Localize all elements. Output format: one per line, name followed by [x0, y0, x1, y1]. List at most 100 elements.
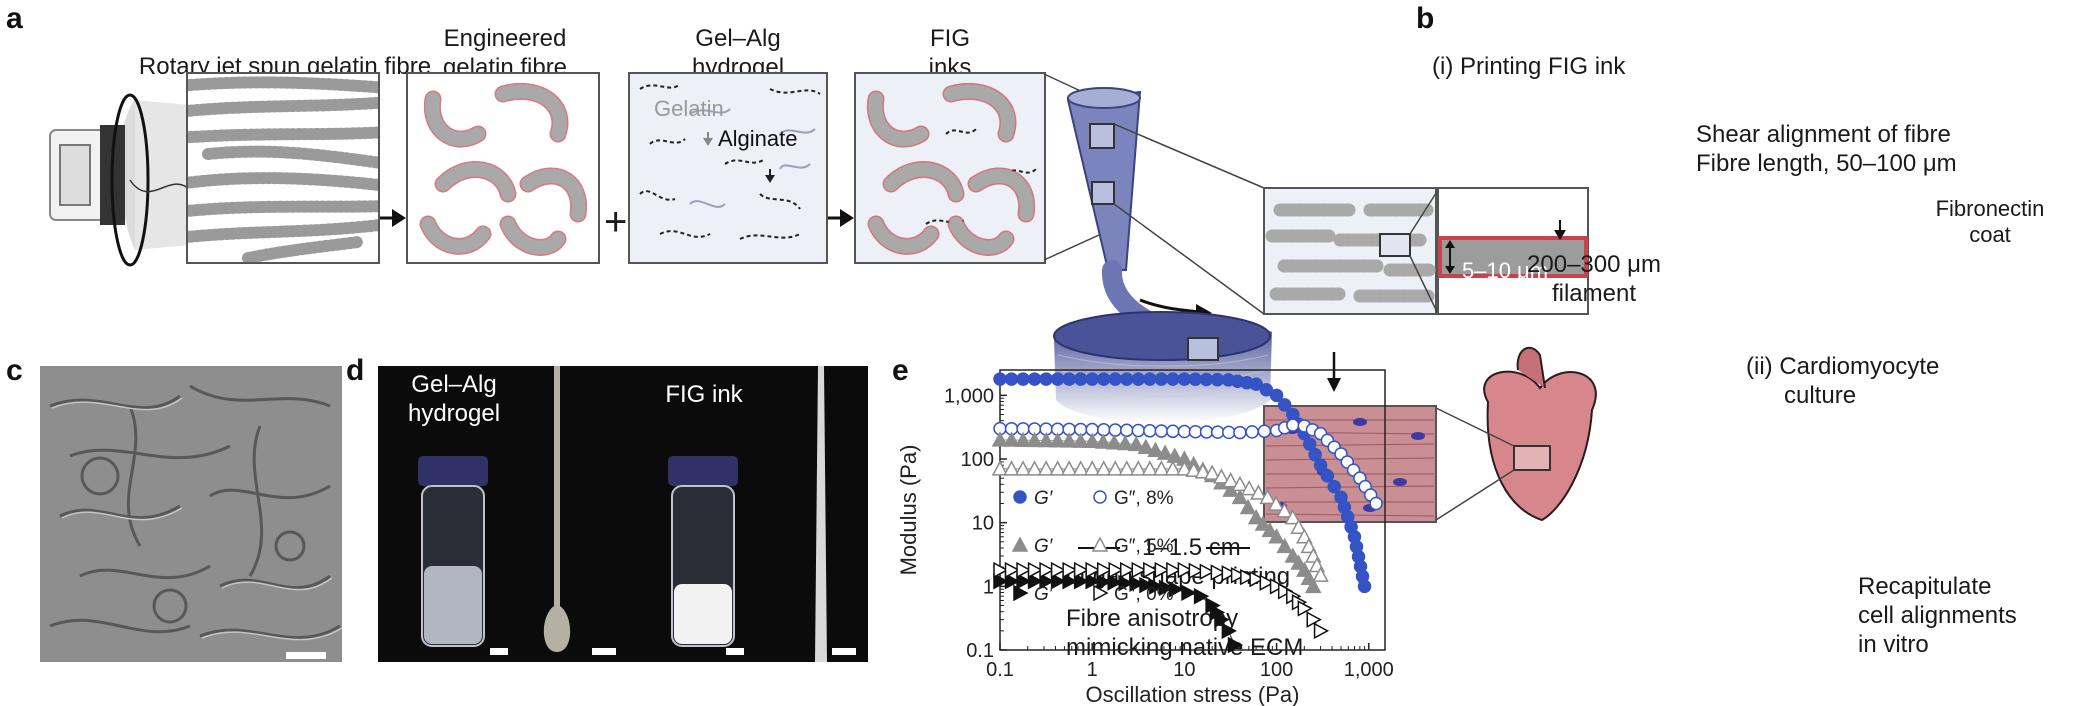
data-point	[1188, 424, 1203, 439]
data-point	[1027, 573, 1044, 590]
culture-line2: culture	[1784, 382, 1857, 409]
data-point	[1120, 561, 1136, 579]
data-point	[1320, 469, 1335, 483]
scale-bar	[726, 648, 744, 655]
gel-alg-line2: hydrogel	[407, 400, 501, 427]
data-point	[1027, 372, 1042, 386]
legend-marker	[1013, 584, 1029, 602]
recapitulate-label: Recapitulate cell alignments in vitro	[1858, 572, 2058, 659]
filament-label: 200–300 μm filament	[1504, 250, 1684, 308]
scale-bar	[286, 652, 326, 659]
fibronectin-line2: coat	[1969, 222, 2011, 247]
data-point	[1231, 475, 1249, 492]
x-tick-label: 1	[1087, 659, 1098, 681]
data-point	[1143, 424, 1157, 438]
legend-label: G″, 5%	[1114, 536, 1174, 557]
engineered-fibres-illustration	[419, 82, 588, 256]
data-point	[1116, 434, 1134, 451]
data-point	[1245, 425, 1259, 439]
data-point	[1095, 460, 1112, 476]
scale-bar	[490, 648, 508, 655]
data-point	[1108, 372, 1122, 386]
data-point	[1073, 561, 1090, 579]
data-point	[1026, 431, 1043, 448]
arrow-icon	[828, 209, 854, 227]
data-point	[1313, 458, 1328, 472]
filament-line1: 200–300 μm	[1527, 251, 1661, 278]
data-point	[1369, 496, 1383, 511]
x-tick-label: 1,000	[1344, 659, 1394, 681]
data-point	[1094, 433, 1112, 449]
data-point	[1027, 561, 1044, 579]
data-point	[1254, 515, 1272, 531]
data-point	[1249, 570, 1265, 588]
data-point	[1312, 566, 1329, 582]
data-point	[1259, 488, 1276, 505]
fibronectin-label: Fibronectin coat	[1926, 196, 2054, 248]
data-point	[1158, 579, 1175, 597]
data-point	[1302, 437, 1317, 451]
data-point	[1261, 521, 1279, 538]
data-point	[1230, 566, 1247, 584]
data-point	[1049, 460, 1066, 476]
engineered-fibre-box	[406, 72, 600, 264]
data-point	[1004, 561, 1021, 579]
data-point	[1210, 425, 1225, 439]
data-point	[1062, 573, 1078, 590]
data-point	[1062, 372, 1076, 386]
data-point	[1050, 561, 1067, 579]
data-point	[1166, 372, 1180, 386]
data-point	[1120, 423, 1134, 438]
data-point	[1143, 561, 1159, 579]
data-point	[1176, 460, 1193, 476]
shear-line1: Shear alignment of fibre	[1696, 121, 1951, 148]
data-point	[1259, 574, 1275, 591]
data-point	[1139, 576, 1155, 594]
data-point	[1004, 573, 1021, 590]
recap-line1: Recapitulate	[1858, 573, 1992, 600]
data-point	[1003, 431, 1020, 447]
scale-bar	[832, 648, 856, 655]
data-point	[1147, 441, 1164, 457]
data-point	[1177, 424, 1192, 439]
recap-line2: cell alignments	[1858, 602, 2017, 629]
data-point	[1259, 382, 1274, 397]
sem-image	[40, 366, 342, 662]
data-point	[1014, 460, 1032, 476]
data-point	[1014, 431, 1032, 447]
step4-title-line1: FIG	[930, 25, 970, 52]
x-tick-label: 0.1	[986, 659, 1014, 681]
data-point	[1060, 432, 1078, 448]
y-axis-label: Modulus (Pa)	[896, 445, 921, 576]
data-point	[1131, 372, 1146, 386]
data-point	[1277, 583, 1294, 600]
step2-title-line1: Engineered	[443, 25, 567, 52]
recap-line3: in vitro	[1858, 631, 1929, 658]
legend-marker	[1093, 490, 1107, 504]
data-point	[1297, 600, 1313, 617]
data-point	[1153, 460, 1170, 476]
data-point	[1240, 480, 1258, 496]
data-point	[1300, 537, 1318, 554]
data-point	[1120, 372, 1134, 386]
data-point	[1083, 460, 1101, 476]
data-point	[1168, 580, 1185, 598]
gelatin-label: Gelatin	[654, 96, 724, 121]
plot-frame	[999, 369, 1386, 651]
legend-label: G′	[1034, 488, 1054, 509]
data-point	[993, 372, 1007, 386]
y-tick-label: 10	[972, 513, 994, 535]
spun-fibre-box	[186, 72, 380, 264]
sem-fibres	[49, 384, 342, 641]
data-point	[1039, 561, 1055, 579]
data-point	[1003, 460, 1020, 476]
data-point	[1154, 424, 1169, 438]
data-point	[1096, 561, 1113, 579]
shear-line2: Fibre length, 50–100 μm	[1696, 150, 1957, 177]
data-point	[1276, 502, 1293, 518]
data-point	[1269, 388, 1284, 403]
alginate-label: Alginate	[718, 126, 798, 151]
data-point	[1249, 377, 1263, 391]
data-point	[1203, 464, 1221, 480]
x-tick-label: 10	[1173, 659, 1195, 681]
